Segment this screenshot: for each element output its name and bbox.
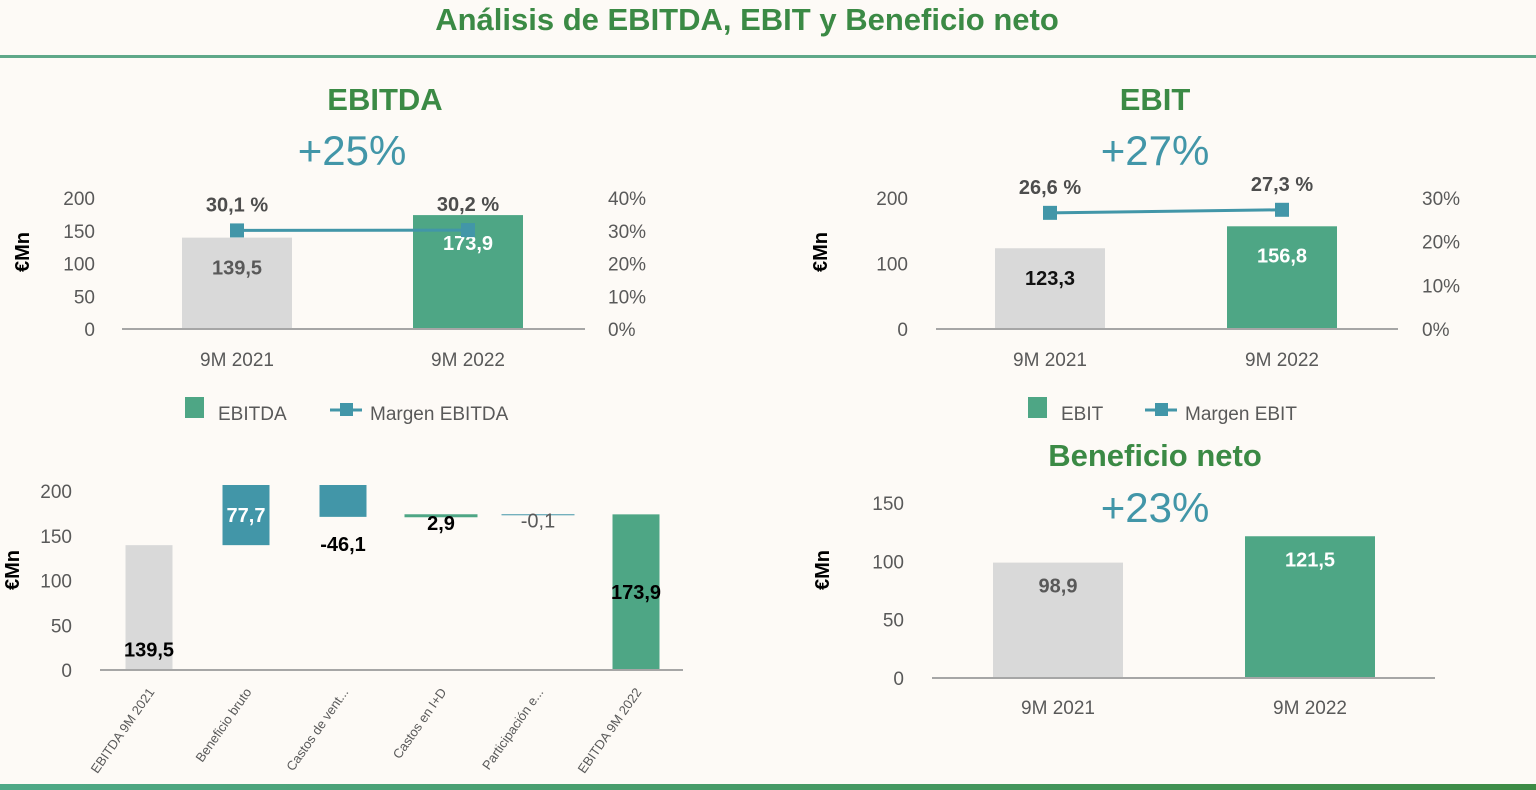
ebit-bar-label: 156,8: [1257, 245, 1307, 267]
waterfall-bar: [612, 514, 660, 670]
ebitda-ytick: 200: [63, 189, 95, 210]
waterfall-bar: [222, 485, 270, 546]
beneficio-neto-chart: Beneficio neto +23% €Mn 0 50 100 150 98,9 121,5 9…: [812, 438, 1435, 719]
ebitda-bar-label: 173,9: [443, 233, 493, 255]
waterfall-ytick: 150: [40, 527, 72, 548]
ebitda-legend-line-label: Margen EBITDA: [370, 404, 509, 425]
ebit-margin-marker: [1275, 202, 1289, 217]
beneficio-neto-bar-label: 121,5: [1285, 549, 1335, 571]
ebitda-y2tick: 40%: [608, 189, 646, 210]
ebit-margin-label: 27,3 %: [1251, 174, 1313, 196]
ebitda-ytick: 50: [74, 287, 95, 308]
waterfall-bar-label: -0,1: [521, 510, 555, 532]
ebitda-y2tick: 20%: [608, 255, 646, 276]
waterfall-category-label: Participación e...: [479, 685, 546, 772]
ebitda-margin-marker: [230, 223, 244, 238]
ebitda-ytick: 0: [84, 320, 95, 341]
ebitda-legend-bar-swatch: [185, 397, 204, 418]
page-title: Análisis de EBITDA, EBIT y Beneficio net…: [435, 2, 1059, 37]
waterfall-chart: €Mn 0 50 100 150 200 139,5 77,7 -46,1 2,9 -0,1 173,…: [2, 482, 683, 776]
ebitda-y2tick: 0%: [608, 320, 636, 341]
waterfall-bar: [404, 514, 478, 518]
ebitda-title: EBITDA: [327, 82, 442, 117]
ebit-category-label: 9M 2021: [1013, 350, 1087, 371]
ebitda-ylabel: €Mn: [12, 232, 34, 272]
waterfall-category-label: Castos de vent...: [283, 685, 351, 774]
ebit-bar-label: 123,3: [1025, 268, 1075, 290]
ebitda-y2tick: 10%: [608, 287, 646, 308]
waterfall-bar-label: 77,7: [227, 505, 266, 527]
ebit-category-label: 9M 2022: [1245, 350, 1319, 371]
waterfall-category-label: Beneficio bruto: [192, 685, 254, 765]
beneficio-neto-ytick: 100: [872, 552, 904, 573]
ebit-bar: [1227, 226, 1337, 329]
ebit-legend-line-marker: [1155, 403, 1168, 416]
waterfall-category-label: EBITDA 9M 2021: [88, 685, 158, 776]
beneficio-neto-bar: [1245, 536, 1375, 678]
waterfall-bar-label: 173,9: [611, 582, 661, 604]
ebit-margin-line: [1049, 208, 1283, 215]
ebitda-growth: +25%: [298, 127, 407, 174]
waterfall-ytick: 200: [40, 482, 72, 503]
beneficio-neto-category-label: 9M 2022: [1273, 698, 1347, 719]
waterfall-ytick: 100: [40, 572, 72, 593]
ebit-ytick: 100: [876, 255, 908, 276]
beneficio-neto-ytick: 150: [872, 494, 904, 515]
ebit-legend-bar-swatch: [1028, 397, 1047, 418]
ebit-margin-label: 26,6 %: [1019, 177, 1081, 199]
waterfall-bar: [501, 514, 575, 516]
waterfall-ytick: 0: [61, 661, 72, 682]
ebit-bar: [995, 248, 1105, 329]
ebitda-bar-label: 139,5: [212, 258, 262, 280]
ebit-legend-bar-label: EBIT: [1061, 404, 1104, 425]
ebit-growth: +27%: [1101, 127, 1210, 174]
ebit-title: EBIT: [1120, 82, 1191, 117]
ebit-margin-marker: [1043, 205, 1057, 220]
waterfall-bar: [125, 545, 173, 670]
beneficio-neto-bar-label: 98,9: [1039, 576, 1078, 598]
ebitda-category-label: 9M 2022: [431, 350, 505, 371]
waterfall-ylabel: €Mn: [2, 550, 24, 590]
beneficio-neto-ytick: 50: [883, 611, 904, 632]
beneficio-neto-ylabel: €Mn: [812, 550, 834, 590]
ebit-y2tick: 20%: [1422, 233, 1460, 254]
waterfall-bar-label: 139,5: [124, 640, 174, 662]
ebit-y2tick: 10%: [1422, 276, 1460, 297]
title-divider: [0, 55, 1536, 58]
ebitda-margin-marker: [461, 223, 475, 238]
waterfall-category-label: EBITDA 9M 2022: [575, 685, 645, 776]
ebit-y2tick: 0%: [1422, 320, 1450, 341]
ebit-y2tick: 30%: [1422, 189, 1460, 210]
ebitda-ytick: 100: [63, 255, 95, 276]
beneficio-neto-category-label: 9M 2021: [1021, 698, 1095, 719]
ebit-chart: EBIT +27% €Mn 0 100 200 0% 10% 20% 30% 123,3 156,8 2…: [810, 82, 1460, 425]
ebitda-legend-line-marker: [340, 403, 353, 416]
ebit-ytick: 200: [876, 189, 908, 210]
beneficio-neto-ytick: 0: [893, 669, 904, 690]
waterfall-bar-label: 2,9: [427, 513, 455, 535]
ebitda-chart: EBITDA +25% €Mn 0 50 100 150 200 0% 10% 20% 30% 40% 1…: [12, 82, 646, 425]
footer-band: [0, 784, 1536, 790]
waterfall-category-label: Castos en I+D: [390, 685, 450, 761]
ebitda-category-label: 9M 2021: [200, 350, 274, 371]
ebit-ylabel: €Mn: [810, 232, 832, 272]
beneficio-neto-title: Beneficio neto: [1048, 438, 1262, 473]
ebitda-ytick: 150: [63, 222, 95, 243]
ebit-legend-line-label: Margen EBIT: [1185, 404, 1297, 425]
ebitda-bar: [182, 237, 292, 329]
ebitda-margin-label: 30,1 %: [206, 194, 268, 216]
ebitda-y2tick: 30%: [608, 222, 646, 243]
ebitda-margin-label: 30,2 %: [437, 194, 499, 216]
ebit-ytick: 0: [897, 320, 908, 341]
waterfall-bar: [319, 485, 367, 517]
waterfall-ytick: 50: [51, 616, 72, 637]
waterfall-bar-label: -46,1: [320, 534, 366, 556]
beneficio-neto-bar: [993, 562, 1123, 678]
beneficio-neto-growth: +23%: [1101, 484, 1210, 531]
ebitda-legend-bar-label: EBITDA: [218, 404, 287, 425]
